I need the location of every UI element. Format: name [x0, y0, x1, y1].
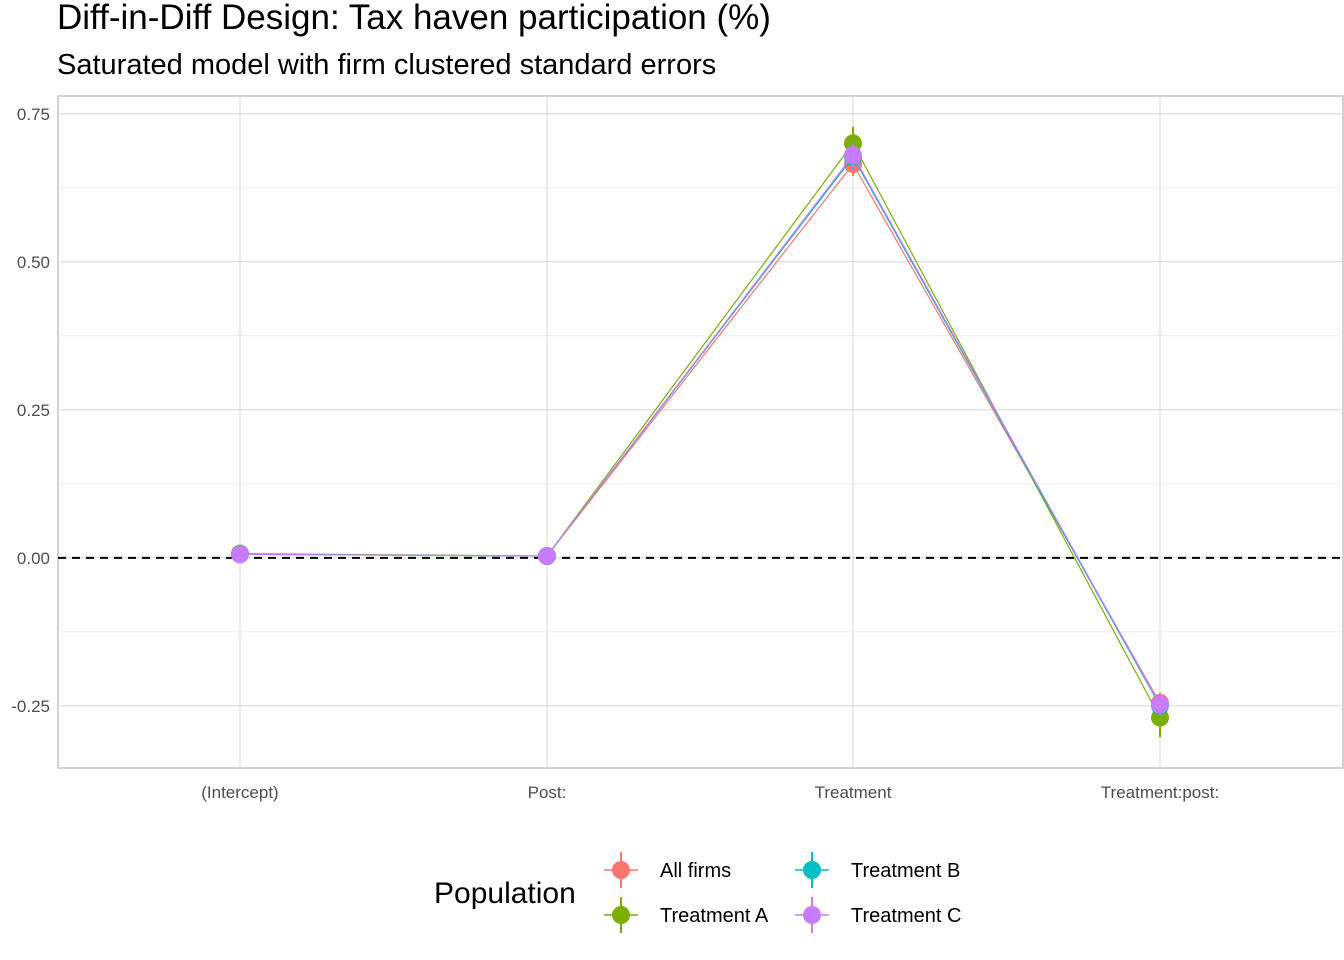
- plot-area: [57, 95, 1344, 769]
- chart-title: Diff-in-Diff Design: Tax haven participa…: [57, 0, 771, 37]
- legend-item: Treatment B: [795, 852, 960, 888]
- legend-item: All firms: [604, 852, 731, 888]
- data-point: [1151, 695, 1169, 714]
- y-tick-label: 0.75: [17, 105, 50, 124]
- y-tick-label: 0.00: [17, 549, 50, 568]
- chart-subtitle: Saturated model with firm clustered stan…: [57, 49, 716, 81]
- y-tick-label: 0.50: [17, 253, 50, 272]
- x-tick-label: Post:: [528, 783, 567, 802]
- y-tick-label: 0.25: [17, 401, 50, 420]
- legend-key-point: [612, 906, 630, 924]
- legend-label: Treatment B: [851, 860, 960, 882]
- legend-items: All firms Treatment A Treatment B Treatment…: [604, 852, 961, 933]
- legend-label: Treatment A: [660, 905, 769, 927]
- legend-key-point: [803, 906, 821, 924]
- x-axis-ticks: (Intercept) Post: Treatment Treatment:post:: [201, 783, 1219, 802]
- series-treatment-c: [231, 143, 1169, 715]
- y-tick-label: -0.25: [11, 697, 50, 716]
- legend-title: Population: [434, 877, 576, 910]
- legend-item: Treatment C: [795, 897, 961, 933]
- data-point: [231, 545, 249, 564]
- panel-border: [57, 95, 1344, 769]
- legend-label: All firms: [660, 860, 731, 882]
- x-tick-label: Treatment:post:: [1101, 783, 1219, 802]
- legend: Population All firms Treatment A Treatment…: [434, 852, 961, 933]
- x-tick-label: (Intercept): [201, 783, 278, 802]
- legend-item: Treatment A: [604, 897, 769, 933]
- gridlines: [58, 96, 1343, 768]
- legend-label: Treatment C: [851, 905, 961, 927]
- series-layer: [231, 126, 1169, 738]
- data-point: [844, 146, 862, 165]
- legend-key-point: [612, 861, 630, 879]
- x-tick-label: Treatment: [815, 783, 892, 802]
- y-axis-ticks: 0.75 0.50 0.25 0.00 -0.25: [11, 105, 50, 716]
- series-line: [239, 154, 1161, 705]
- data-point: [538, 547, 556, 566]
- legend-key-point: [803, 861, 821, 879]
